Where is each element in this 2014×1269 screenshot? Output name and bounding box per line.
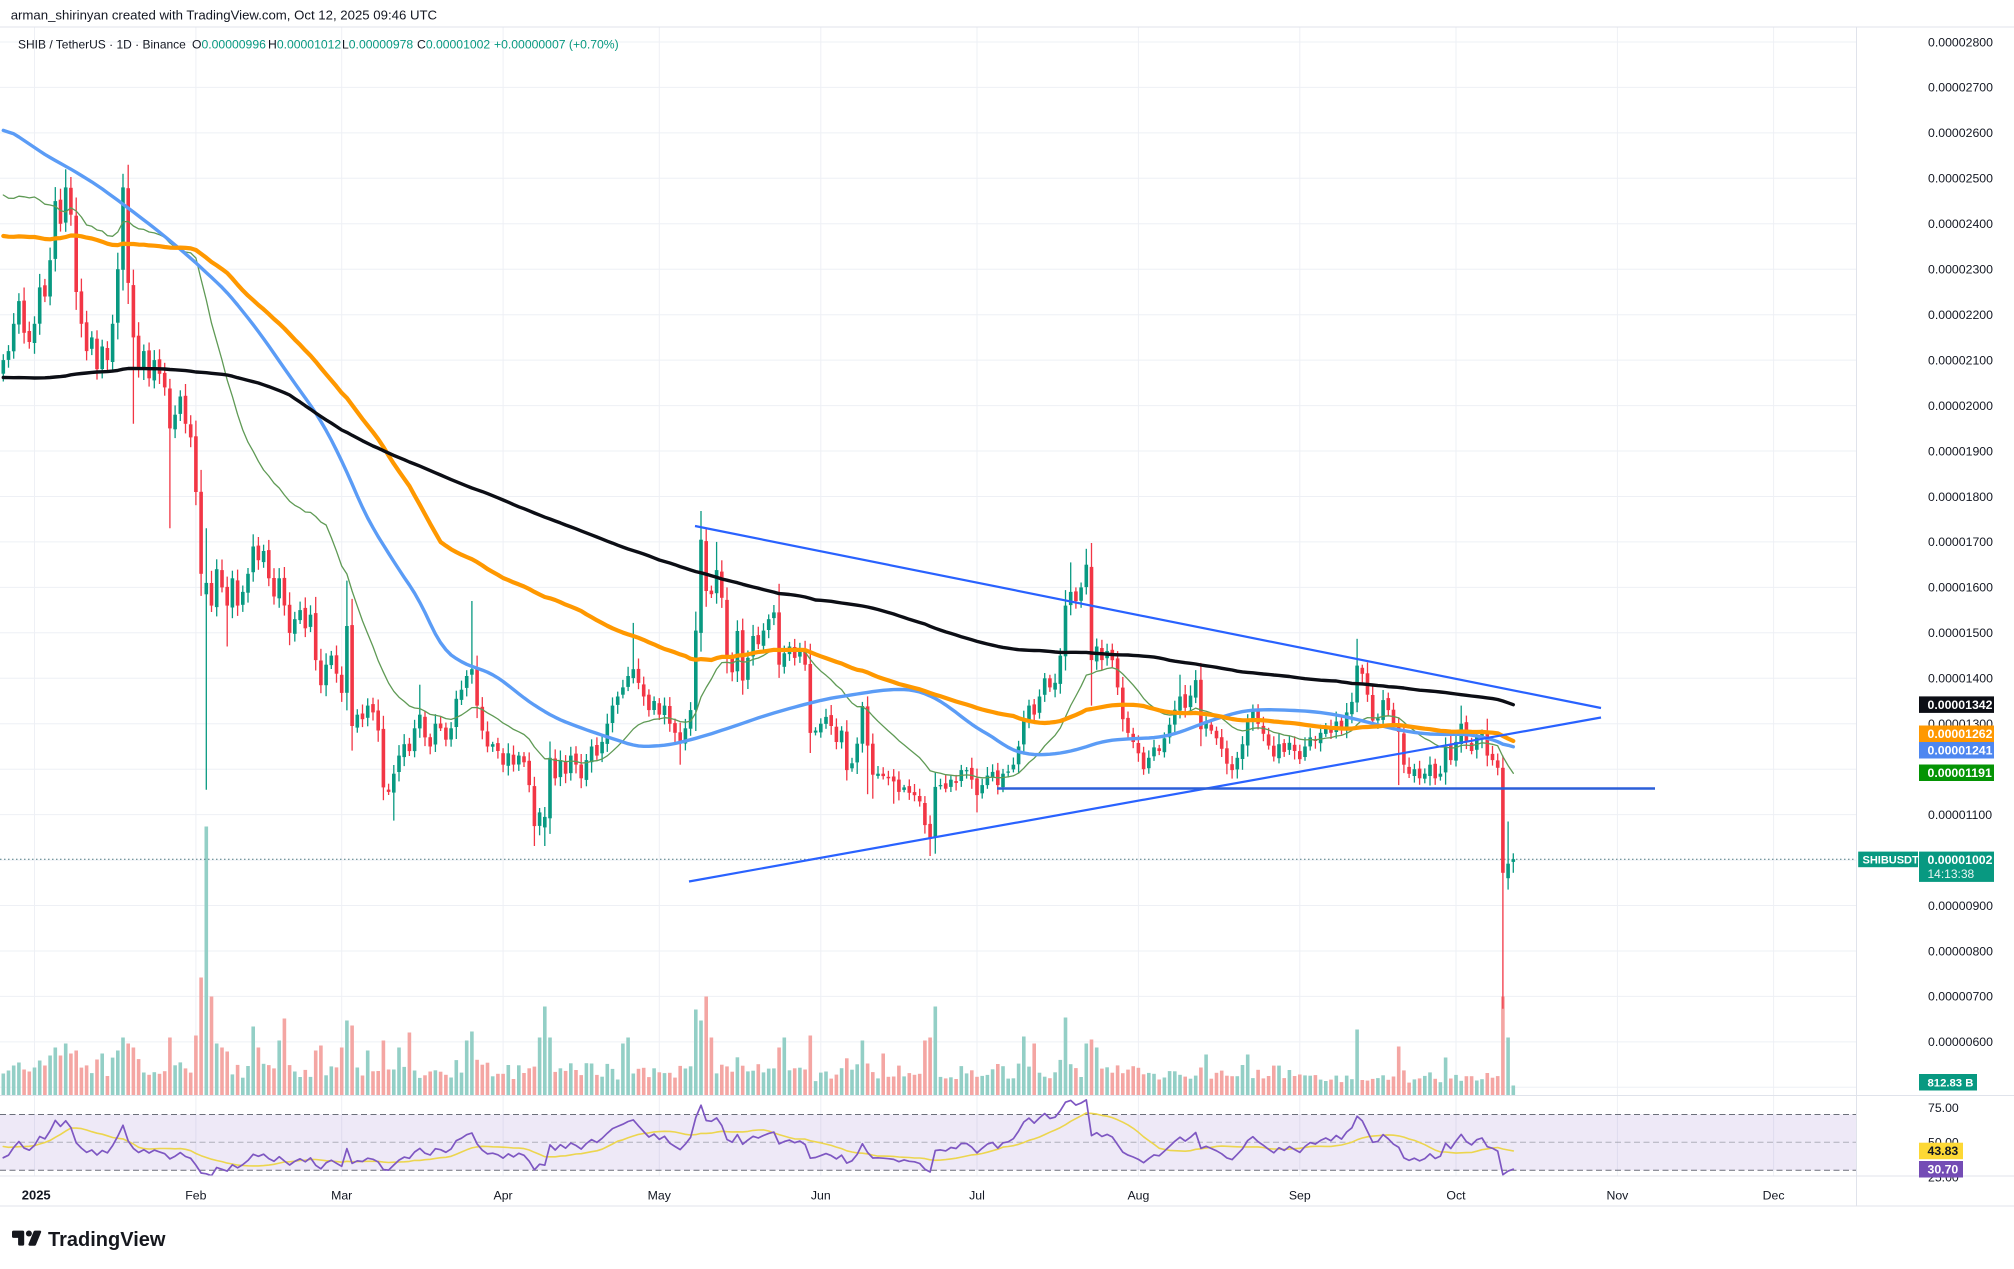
svg-text:Dec: Dec [1763,1189,1785,1203]
svg-text:14:13:38: 14:13:38 [1928,867,1975,881]
svg-text:Nov: Nov [1606,1189,1629,1203]
svg-text:0.00002100: 0.00002100 [1928,353,1993,367]
svg-text:C0.00001002: C0.00001002 [417,38,490,52]
svg-text:Mar: Mar [331,1189,352,1203]
svg-text:0.00001262: 0.00001262 [1928,727,1993,741]
svg-text:SHIB / TetherUS · 1D · Binance: SHIB / TetherUS · 1D · Binance [18,38,186,52]
svg-text:+0.00000007 (+0.70%): +0.00000007 (+0.70%) [494,38,619,52]
svg-text:0.00000800: 0.00000800 [1928,944,1993,958]
svg-text:Sep: Sep [1289,1189,1311,1203]
svg-text:75.00: 75.00 [1928,1101,1959,1115]
svg-text:0.00001002: 0.00001002 [1928,853,1993,867]
svg-text:Feb: Feb [185,1189,206,1203]
svg-text:arman_shirinyan created with T: arman_shirinyan created with TradingView… [11,8,438,23]
svg-text:Aug: Aug [1127,1189,1149,1203]
svg-text:812.83 B: 812.83 B [1928,1078,1974,1090]
svg-text:0.00002600: 0.00002600 [1928,126,1993,140]
svg-text:0.00001600: 0.00001600 [1928,581,1993,595]
svg-text:Apr: Apr [494,1189,513,1203]
svg-text:0.00000700: 0.00000700 [1928,990,1993,1004]
svg-text:0.00002300: 0.00002300 [1928,263,1993,277]
svg-text:0.00001241: 0.00001241 [1928,744,1993,758]
svg-text:0.00001191: 0.00001191 [1928,766,1992,780]
svg-text:0.00001342: 0.00001342 [1928,698,1993,712]
svg-text:2025: 2025 [22,1188,51,1203]
svg-text:Oct: Oct [1446,1189,1466,1203]
svg-text:0.00002500: 0.00002500 [1928,172,1993,186]
svg-text:0.00000900: 0.00000900 [1928,899,1993,913]
svg-text:0.00001800: 0.00001800 [1928,490,1993,504]
svg-text:May: May [648,1189,672,1203]
svg-text:H0.00001012: H0.00001012 [268,38,341,52]
svg-text:0.00001500: 0.00001500 [1928,626,1993,640]
svg-text:0.00000600: 0.00000600 [1928,1035,1993,1049]
svg-text:Jul: Jul [969,1189,985,1203]
svg-text:30.70: 30.70 [1928,1163,1959,1177]
svg-text:0.00002800: 0.00002800 [1928,35,1993,49]
svg-text:0.00002200: 0.00002200 [1928,308,1993,322]
svg-text:SHIBUSDT: SHIBUSDT [1863,855,1920,867]
svg-text:0.00001700: 0.00001700 [1928,535,1993,549]
svg-text:0.00002700: 0.00002700 [1928,81,1993,95]
svg-text:Jun: Jun [811,1189,831,1203]
svg-text:0.00001900: 0.00001900 [1928,444,1993,458]
svg-text:O0.00000996: O0.00000996 [192,38,266,52]
svg-text:0.00001100: 0.00001100 [1928,808,1992,822]
svg-text:0.00001400: 0.00001400 [1928,672,1993,686]
svg-text:L0.00000978: L0.00000978 [342,38,413,52]
svg-text:TradingView: TradingView [48,1229,166,1251]
svg-text:43.83: 43.83 [1928,1144,1959,1158]
svg-text:0.00002400: 0.00002400 [1928,217,1993,231]
svg-text:0.00002000: 0.00002000 [1928,399,1993,413]
